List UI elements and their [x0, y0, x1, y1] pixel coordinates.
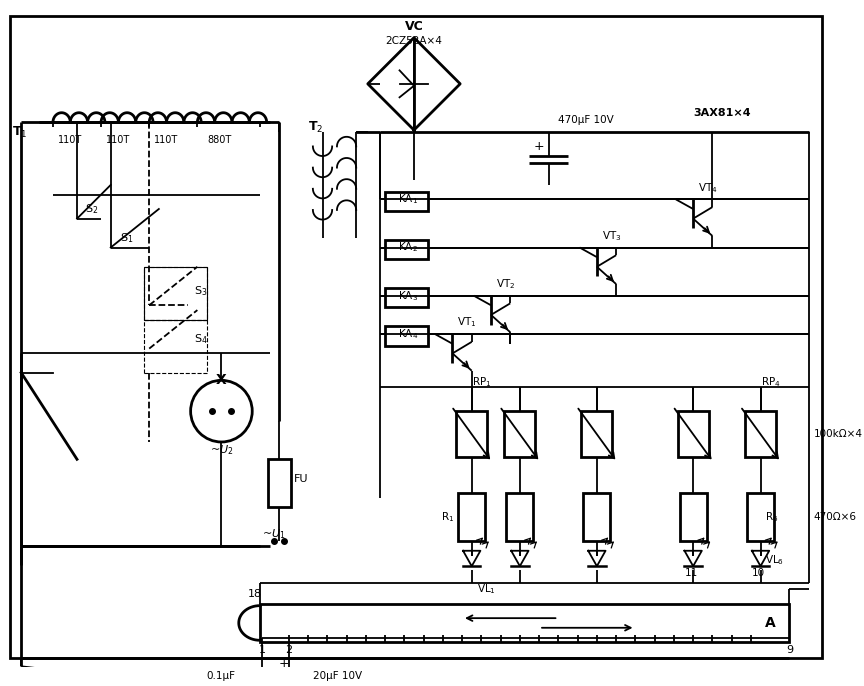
Bar — [505, 411, 536, 458]
Text: RP$_1$: RP$_1$ — [472, 375, 492, 389]
Text: A: A — [765, 616, 776, 630]
Text: VC: VC — [404, 20, 423, 32]
Bar — [385, 191, 429, 211]
Text: 470μF 10V: 470μF 10V — [558, 115, 614, 126]
Text: KA$_1$: KA$_1$ — [398, 193, 418, 206]
Text: VT$_2$: VT$_2$ — [496, 277, 515, 291]
Text: ~U$_1$: ~U$_1$ — [263, 528, 286, 541]
Text: 0.1μF: 0.1μF — [206, 671, 236, 681]
Text: VL$_6$: VL$_6$ — [766, 554, 785, 567]
Text: 10: 10 — [752, 568, 766, 578]
Text: VT$_4$: VT$_4$ — [698, 181, 718, 195]
Text: KA$_3$: KA$_3$ — [398, 289, 418, 303]
Bar — [506, 493, 533, 541]
Text: VL$_1$: VL$_1$ — [477, 582, 496, 596]
Text: S$_3$: S$_3$ — [194, 284, 208, 298]
Text: R$_1$: R$_1$ — [442, 510, 454, 524]
Bar — [583, 493, 610, 541]
Text: 3AX81×4: 3AX81×4 — [693, 108, 751, 118]
Text: FU: FU — [294, 473, 308, 484]
Text: X: X — [216, 373, 227, 388]
Bar — [385, 240, 429, 259]
Text: RP$_4$: RP$_4$ — [760, 375, 780, 389]
Text: S$_1$: S$_1$ — [120, 231, 134, 245]
Text: 11: 11 — [684, 568, 698, 578]
Text: 20μF 10V: 20μF 10V — [313, 671, 362, 681]
Text: 110T: 110T — [58, 134, 82, 145]
Text: 1: 1 — [258, 645, 265, 655]
Text: 880T: 880T — [207, 134, 232, 145]
Text: 18: 18 — [248, 589, 262, 599]
Text: 2CZ52A×4: 2CZ52A×4 — [385, 36, 442, 45]
Bar — [680, 493, 707, 541]
Text: 100kΩ×4: 100kΩ×4 — [814, 429, 862, 439]
Text: +: + — [279, 657, 289, 670]
Bar — [677, 411, 708, 458]
Bar — [385, 327, 429, 346]
Text: ~U$_2$: ~U$_2$ — [210, 442, 233, 457]
Bar — [458, 493, 486, 541]
Text: VT$_1$: VT$_1$ — [457, 316, 477, 329]
Text: S$_2$: S$_2$ — [85, 202, 98, 216]
Text: VT$_3$: VT$_3$ — [601, 229, 621, 243]
Text: 110T: 110T — [106, 134, 130, 145]
Bar — [581, 411, 613, 458]
Text: R$_6$: R$_6$ — [766, 510, 778, 524]
Bar — [385, 288, 429, 307]
Text: KA$_2$: KA$_2$ — [398, 241, 418, 255]
Bar — [745, 411, 776, 458]
Text: 110T: 110T — [155, 134, 179, 145]
Bar — [456, 411, 487, 458]
Text: 9: 9 — [786, 645, 793, 655]
Text: T$_2$: T$_2$ — [308, 119, 323, 134]
Bar — [268, 460, 291, 508]
Text: S$_4$: S$_4$ — [194, 332, 208, 346]
Text: T$_1$: T$_1$ — [11, 124, 27, 139]
Text: +: + — [533, 140, 544, 153]
Bar — [144, 267, 207, 320]
Text: 470Ω×6: 470Ω×6 — [814, 512, 856, 522]
Bar — [747, 493, 774, 541]
Text: 2: 2 — [285, 645, 292, 655]
Bar — [260, 604, 790, 642]
Text: KA$_4$: KA$_4$ — [398, 327, 418, 341]
